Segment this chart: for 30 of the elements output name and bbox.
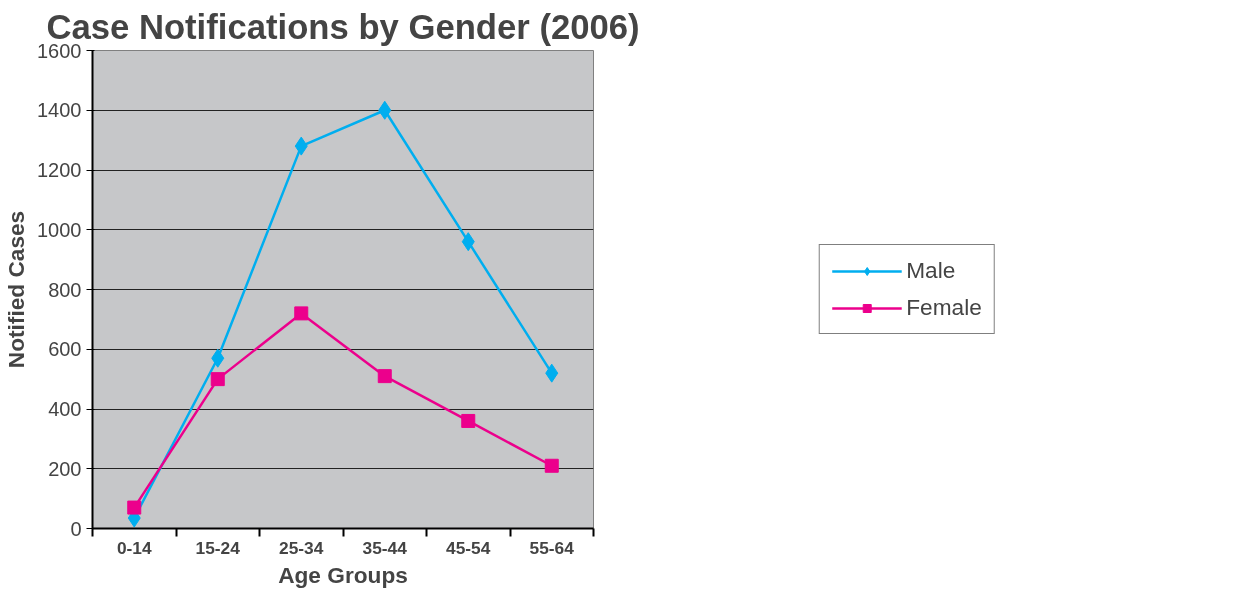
y-axis-title: Notified Cases — [3, 210, 30, 369]
x-tick-label: 0-14 — [116, 537, 152, 558]
y-tick-label: 600 — [48, 338, 82, 361]
y-tick-label: 400 — [48, 398, 82, 420]
point — [377, 369, 392, 384]
point — [294, 306, 309, 321]
y-tick-label: 1400 — [37, 99, 82, 122]
y-tick-label: 800 — [48, 278, 82, 301]
y-tick-label: 200 — [48, 457, 82, 480]
point — [461, 232, 475, 252]
y-tick-label: 1600 — [37, 39, 82, 62]
y-tick-label: 1000 — [37, 218, 82, 241]
point — [461, 413, 476, 428]
x-tick-label: 55-64 — [529, 537, 575, 558]
point — [210, 372, 225, 387]
x-tick-label: 45-54 — [446, 537, 491, 558]
legend-label: Female — [906, 294, 982, 321]
point — [544, 458, 559, 473]
point — [294, 136, 308, 156]
x-tick-label: 15-24 — [195, 537, 241, 558]
x-tick-label: 25-34 — [279, 537, 324, 558]
point — [127, 500, 142, 515]
point — [378, 100, 392, 120]
legend-label: Male — [906, 257, 956, 284]
x-axis-title: Age Groups — [278, 561, 408, 588]
y-tick-label: 0 — [70, 517, 82, 540]
x-tick-label: 35-44 — [362, 537, 408, 558]
point — [545, 363, 559, 383]
y-tick-label: 1200 — [37, 159, 82, 181]
point — [211, 348, 225, 368]
